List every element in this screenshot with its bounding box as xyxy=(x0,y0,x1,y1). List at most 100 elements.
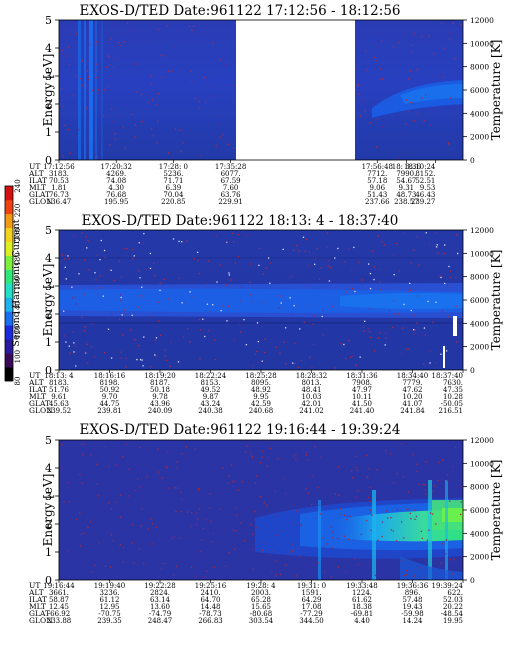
noise-speck xyxy=(423,120,425,122)
noise-speck xyxy=(132,523,134,526)
noise-speck xyxy=(240,522,242,524)
noise-speck xyxy=(78,129,80,131)
noise-speck xyxy=(317,486,319,489)
noise-speck xyxy=(384,124,387,126)
ephemeris-cell: 47.97 xyxy=(352,386,372,394)
noise-speck xyxy=(203,76,205,79)
noise-speck xyxy=(120,494,122,496)
noise-speck xyxy=(322,537,324,539)
noise-speck xyxy=(428,243,431,245)
noise-speck xyxy=(264,338,266,340)
noise-speck xyxy=(204,335,206,338)
noise-speck xyxy=(143,336,145,338)
noise-speck xyxy=(151,543,153,545)
colorbar-tick-label: 140 xyxy=(14,301,22,314)
noise-speck xyxy=(141,286,143,288)
ephemeris-cell: 344.50 xyxy=(299,617,324,625)
noise-speck xyxy=(315,257,317,259)
ephemeris-cell: 8095. xyxy=(251,379,271,387)
colorbar-tick-label: 240 xyxy=(14,179,22,192)
panel-2-dark-line xyxy=(59,322,463,324)
noise-speck xyxy=(393,300,395,302)
noise-speck xyxy=(115,463,118,466)
colorbar-tick-label: 160 xyxy=(14,277,22,290)
ephemeris-cell: 42.01 xyxy=(301,400,321,408)
noise-speck xyxy=(186,327,189,330)
panel-3-noise xyxy=(61,443,462,579)
noise-speck xyxy=(350,470,353,472)
noise-speck xyxy=(219,508,221,510)
noise-speck xyxy=(402,232,405,234)
noise-speck xyxy=(160,64,163,66)
noise-speck xyxy=(204,283,207,285)
noise-speck xyxy=(208,507,211,509)
panel-1-stripe xyxy=(95,20,97,160)
noise-speck xyxy=(67,551,69,553)
noise-speck xyxy=(400,521,403,523)
noise-speck xyxy=(159,289,161,292)
noise-speck xyxy=(154,274,156,277)
panel-1-ephemeris: UT 17:12:56 17:20:32 17:28: 0 17:35:28 17:56:… xyxy=(28,162,436,206)
noise-speck xyxy=(339,508,342,510)
noise-speck xyxy=(208,85,210,87)
noise-speck xyxy=(141,359,143,361)
noise-speck xyxy=(261,549,263,552)
panel-3-axes: 0 1 2 3 4 5 0 2000 4000 6000 8000 10000 12000 Energy … xyxy=(41,434,503,587)
noise-speck xyxy=(84,443,86,445)
noise-speck xyxy=(202,318,204,320)
noise-speck xyxy=(215,145,217,147)
ephemeris-cell: -77.29 xyxy=(300,610,322,618)
ephemeris-cell: 19:19:40 xyxy=(94,582,125,590)
noise-speck xyxy=(109,566,112,568)
noise-speck xyxy=(324,547,327,549)
noise-speck xyxy=(91,89,93,92)
noise-speck xyxy=(377,539,379,542)
noise-speck xyxy=(243,539,246,542)
noise-speck xyxy=(155,355,157,357)
colorbar-frame xyxy=(4,185,14,382)
noise-speck xyxy=(398,41,400,44)
noise-speck xyxy=(416,68,418,71)
ephemeris-cell: 6.39 xyxy=(166,184,182,192)
noise-speck xyxy=(125,443,127,445)
colorbar: 80 100 120 140 160 180 200 220 240 Second Harmon… xyxy=(4,179,22,385)
ephemeris-row-label: ALT xyxy=(28,169,44,178)
noise-speck xyxy=(293,305,295,307)
noise-speck xyxy=(418,264,420,266)
noise-speck xyxy=(90,571,93,573)
noise-speck xyxy=(65,278,67,280)
noise-speck xyxy=(403,303,405,306)
noise-speck xyxy=(198,272,200,275)
noise-speck xyxy=(232,241,235,243)
noise-speck xyxy=(227,305,230,307)
colorbar-swatch xyxy=(5,199,13,215)
noise-speck xyxy=(405,99,408,101)
noise-speck xyxy=(291,313,293,316)
noise-speck xyxy=(102,295,104,297)
ephemeris-cell: 52.51 xyxy=(415,177,435,185)
noise-speck xyxy=(86,247,88,249)
ephemeris-cell: 14.24 xyxy=(402,617,423,625)
noise-speck xyxy=(368,263,370,265)
ephemeris-cell: 10.20 xyxy=(402,393,422,401)
noise-speck xyxy=(289,551,291,553)
noise-speck xyxy=(331,305,333,308)
noise-speck xyxy=(452,466,454,468)
noise-speck xyxy=(413,33,415,35)
ephemeris-cell: -70.75 xyxy=(98,610,120,618)
noise-speck xyxy=(110,533,112,535)
ephemeris-row-label: ALT xyxy=(28,588,44,597)
noise-speck xyxy=(252,548,254,550)
noise-speck xyxy=(193,258,196,260)
ephemeris-cell: 76.73 xyxy=(49,191,69,199)
noise-speck xyxy=(87,76,89,78)
ephemeris-cell: 18:25:28 xyxy=(245,372,276,380)
noise-speck xyxy=(195,575,198,578)
noise-speck xyxy=(455,341,458,343)
ephemeris-cell: 54.67 xyxy=(396,177,416,185)
noise-speck xyxy=(112,66,115,68)
y2-tick-label: 6000 xyxy=(470,296,489,305)
noise-speck xyxy=(381,125,383,128)
noise-speck xyxy=(412,102,414,104)
y-tick-label: 2 xyxy=(45,308,52,321)
